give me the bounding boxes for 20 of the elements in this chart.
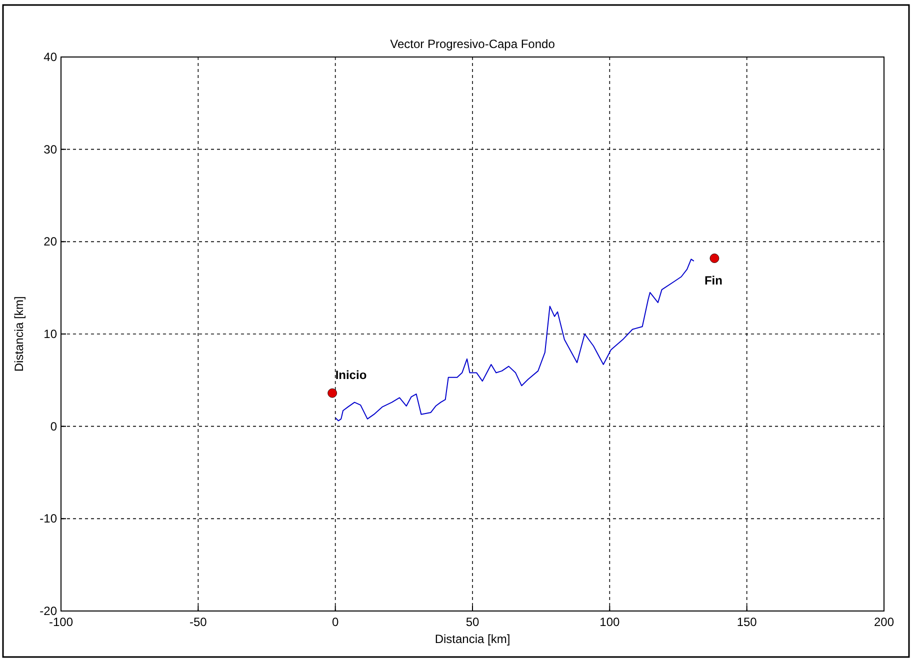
line-series	[335, 258, 694, 422]
x-tick-label: 0	[332, 615, 339, 629]
annotation: Inicio	[335, 368, 367, 382]
y-tick-label: 20	[44, 234, 58, 249]
x-tick-label: 100	[600, 615, 620, 629]
x-tick-label: 200	[874, 615, 894, 629]
y-tick-label: -20	[40, 604, 58, 618]
y-tick-label: 40	[44, 50, 58, 64]
x-tick-label: -100	[48, 615, 74, 629]
y-axis-title: Distancia [km]	[12, 296, 26, 372]
y-tick-label: -10	[40, 512, 58, 526]
x-tick-label: 150	[736, 615, 758, 629]
chart-title: Vector Progresivo-Capa Fondo	[390, 37, 556, 51]
annotation: Fin	[704, 273, 722, 288]
y-tick-label: 30	[44, 142, 58, 156]
x-tick-label: 50	[466, 615, 480, 629]
x-axis-title: Distancia [km]	[434, 632, 510, 646]
x-tick-label: -50	[189, 615, 208, 629]
y-tick-label: 10	[44, 327, 58, 341]
y-tick-label: 0	[50, 419, 58, 434]
